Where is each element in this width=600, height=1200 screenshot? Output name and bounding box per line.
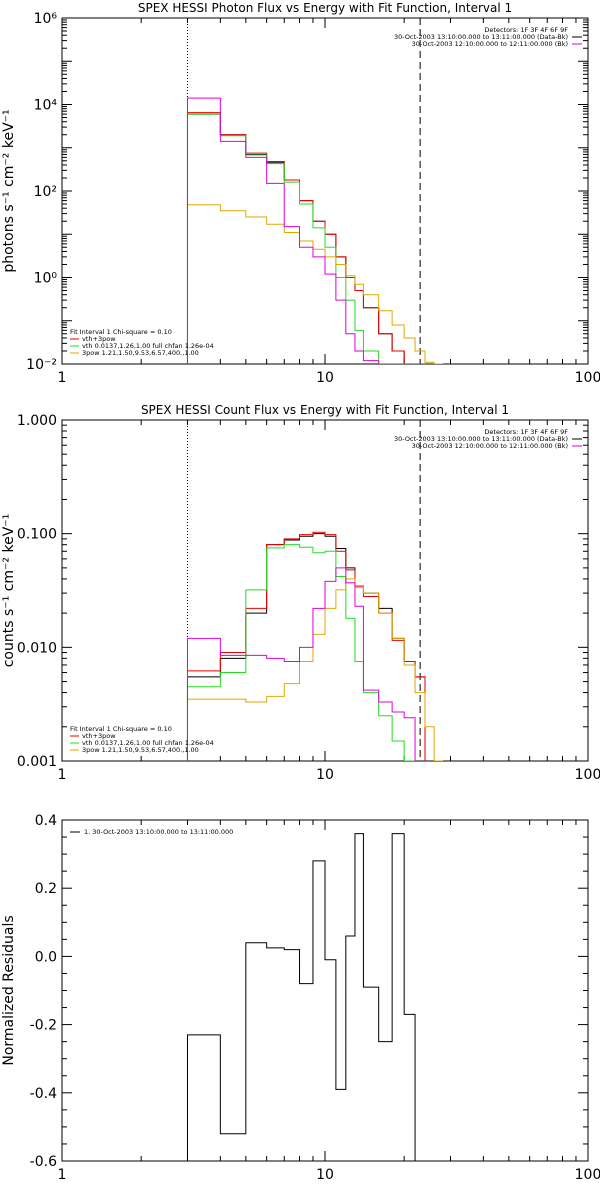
y-tick-label: 0.0 <box>35 949 57 965</box>
chart-2: SPEX HESSI Count Flux vs Energy with Fit… <box>1 403 600 783</box>
series-line-4 <box>186 97 405 364</box>
series-line-0 <box>186 533 426 761</box>
y-axis-label: Normalized Residuals <box>1 915 17 1065</box>
x-tick-label: 1 <box>58 370 67 386</box>
series-line-0 <box>186 113 426 364</box>
y-axis-label: counts s⁻¹ cm⁻² keV⁻¹ <box>1 514 17 668</box>
legend-text: vth+3pow <box>82 732 116 740</box>
legend-text: Fit Interval 1 Chi-square = 0.10 <box>70 725 172 733</box>
y-tick-label: 0.4 <box>35 813 57 829</box>
legend-text: Fit Interval 1 Chi-square = 0.10 <box>70 328 172 336</box>
legend-text: 3pow 1.21,1.50,9.53,6.57,400.,1.00 <box>82 746 199 754</box>
y-axis-label: photons s⁻¹ cm⁻² keV⁻¹ <box>1 109 17 272</box>
x-tick-label: 10 <box>316 767 334 783</box>
y-tick-label: -0.2 <box>30 1018 57 1034</box>
y-tick-label: 10² <box>34 184 57 200</box>
y-tick-label: 10⁶ <box>34 11 58 27</box>
legend-text: 3pow 1.21,1.50,9.53,6.57,400.,1.00 <box>82 349 199 357</box>
chart-1: SPEX HESSI Photon Flux vs Energy with Fi… <box>1 1 600 386</box>
x-tick-label: 100 <box>575 767 600 783</box>
chart-title: SPEX HESSI Photon Flux vs Energy with Fi… <box>138 1 512 15</box>
legend-text: vth 0.0137,1.26,1.00 full chfan 1.26e-04 <box>82 342 214 350</box>
series-line-0 <box>186 833 416 1161</box>
x-tick-label: 1 <box>58 1167 67 1183</box>
y-tick-label: 10⁻² <box>26 357 57 373</box>
legend-text: 1. 30-Oct-2003 13:10:00.000 to 13:11:00.… <box>84 828 233 836</box>
y-tick-label: 0.2 <box>35 881 57 897</box>
series-group <box>186 833 416 1161</box>
y-tick-label: 10⁴ <box>34 98 58 114</box>
y-tick-label: 0.100 <box>17 527 57 543</box>
y-tick-label: 1.000 <box>17 413 57 429</box>
x-tick-label: 10 <box>316 370 334 386</box>
y-tick-label: 10⁰ <box>34 271 58 287</box>
legend-text: Detectors: 1F 3F 4F 6F 9F <box>484 26 568 34</box>
series-group <box>186 97 444 364</box>
y-tick-label: -0.6 <box>30 1154 57 1170</box>
x-tick-label: 100 <box>575 1167 600 1183</box>
y-tick-label: 0.010 <box>17 640 57 656</box>
series-line-2 <box>186 544 416 761</box>
legend-text: 30-Oct-2003 12:10:00.000 to 12:11:00.000… <box>412 40 568 48</box>
chart-3: 1 10 100 -0.6 -0.4 -0.2 0.0 0.2 0.4 Normalized Re… <box>1 813 600 1183</box>
series-line-1 <box>186 531 426 761</box>
y-tick-label: 0.001 <box>17 754 57 770</box>
series-line-4 <box>186 567 416 761</box>
series-line-2 <box>186 113 393 364</box>
series-line-1 <box>186 112 426 364</box>
plot-frame <box>61 17 589 365</box>
legend-text: 30-Oct-2003 13:10:00.000 to 13:11:00.000… <box>394 435 568 443</box>
series-group <box>186 531 444 761</box>
y-tick-label: -0.4 <box>30 1086 57 1102</box>
x-tick-label: 1 <box>58 767 67 783</box>
x-tick-label: 10 <box>316 1167 334 1183</box>
chart-title: SPEX HESSI Count Flux vs Energy with Fit… <box>141 403 509 417</box>
legend-text: 30-Oct-2003 13:10:00.000 to 13:11:00.000… <box>394 33 568 41</box>
legend-text: 30-Oct-2003 12:10:00.000 to 12:11:00.000… <box>412 442 568 450</box>
series-line-3 <box>186 204 444 364</box>
legend-text: Detectors: 1F 3F 4F 6F 9F <box>484 428 568 436</box>
legend-text: vth 0.0137,1.26,1.00 full chfan 1.26e-04 <box>82 739 214 747</box>
x-tick-label: 100 <box>575 370 600 386</box>
legend-text: vth+3pow <box>82 335 116 343</box>
